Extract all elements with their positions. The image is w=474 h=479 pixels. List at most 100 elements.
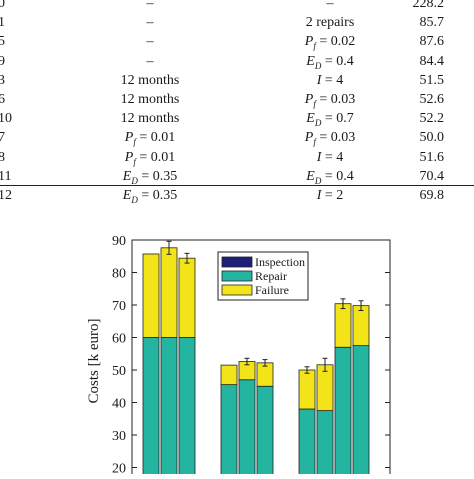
cost-value: 51.6 bbox=[419, 149, 445, 165]
table-row: 5 – Pf = 0.02 87.6 bbox=[0, 32, 474, 51]
y-tick-label: 50 bbox=[112, 364, 126, 379]
y-tick-label: 60 bbox=[112, 332, 126, 347]
table-row: 10 12 months ED = 0.7 52.2 bbox=[0, 109, 474, 128]
bar-segment-repair bbox=[334, 346, 352, 479]
cell-text: = 0.4 bbox=[321, 53, 354, 69]
table-bottom-rule bbox=[0, 185, 474, 186]
cell-text: = 0.4 bbox=[321, 168, 354, 184]
table-row: 6 12 months Pf = 0.03 52.6 bbox=[0, 90, 474, 109]
cost-value: 69.8 bbox=[419, 188, 445, 203]
results-table: 0 – – 228.2 1 – 2 repairs 85.7 5 – Pf = 0.02 87.6 9 –… bbox=[0, 0, 474, 205]
cell-text: = 0.7 bbox=[321, 111, 354, 127]
parameter-subscript: f bbox=[313, 137, 316, 148]
cost-bar-chart: 20 30 40 50 60 70 80 90 Costs [k euro] Inspectio… bbox=[86, 234, 391, 479]
cell-text: = 0.03 bbox=[315, 130, 356, 146]
repair-strategy-cell: ED = 0.7 bbox=[306, 109, 377, 133]
bar-segment-failure bbox=[220, 364, 238, 386]
y-axis-label: Costs [k euro] bbox=[86, 319, 102, 404]
repair-strategy-cell: Pf = 0.02 bbox=[305, 32, 380, 56]
repair-strategy-cell: Pf = 0.03 bbox=[305, 128, 380, 152]
cell-text: = 0.01 bbox=[135, 149, 176, 165]
row-id: 11 bbox=[0, 168, 12, 184]
bar-segment-failure bbox=[160, 247, 178, 338]
table-row: 7 Pf = 0.01 Pf = 0.03 50.0 bbox=[0, 128, 474, 147]
bar-segment-repair bbox=[256, 385, 274, 479]
y-tick-label: 20 bbox=[112, 462, 126, 475]
row-id: 3 bbox=[0, 72, 5, 88]
row-id: 10 bbox=[0, 111, 12, 127]
cost-value: 52.6 bbox=[419, 92, 445, 107]
parameter-symbol: P bbox=[124, 130, 134, 146]
bar-segment-repair bbox=[316, 410, 334, 479]
parameter-subscript: f bbox=[313, 41, 316, 52]
y-tick-label: 30 bbox=[112, 429, 126, 444]
parameter-symbol: I bbox=[316, 72, 322, 88]
table-row: 8 Pf = 0.01 I = 4 51.6 bbox=[0, 148, 474, 167]
parameter-symbol: P bbox=[304, 130, 314, 146]
cost-value: 85.7 bbox=[419, 15, 445, 31]
bar-segment-failure bbox=[142, 253, 160, 338]
cell-text: = 0.35 bbox=[137, 188, 178, 203]
parameter-subscript: D bbox=[314, 117, 322, 128]
cell-text: = 0.01 bbox=[135, 130, 176, 146]
repair-strategy-cell: – bbox=[326, 0, 337, 13]
row-id: 1 bbox=[0, 15, 5, 31]
legend-label-repair: Repair bbox=[255, 269, 287, 283]
legend-swatch-repair bbox=[221, 270, 253, 282]
table-row: 0 – – 228.2 bbox=[0, 0, 474, 13]
cell-text: 2 repairs bbox=[305, 15, 355, 31]
parameter-symbol: P bbox=[304, 34, 314, 50]
cost-chart: 20 30 40 50 60 70 80 90 Costs [k euro] Inspectio… bbox=[0, 190, 474, 479]
row-id: 6 bbox=[0, 92, 5, 107]
repair-strategy-cell: I = 4 bbox=[317, 71, 357, 90]
parameter-subscript: D bbox=[314, 175, 322, 186]
row-id: 8 bbox=[0, 149, 5, 165]
y-tick-label: 80 bbox=[112, 267, 126, 282]
bar-segment-repair bbox=[178, 337, 196, 479]
parameter-symbol: I bbox=[316, 149, 322, 165]
parameter-subscript: f bbox=[133, 156, 136, 167]
cost-value: 84.4 bbox=[419, 53, 445, 69]
cell-text: = 0.03 bbox=[315, 92, 356, 107]
cost-value: 51.5 bbox=[419, 72, 445, 88]
row-id: 7 bbox=[0, 130, 5, 146]
row-id: 9 bbox=[0, 53, 5, 69]
table-row: 3 12 months I = 4 51.5 bbox=[0, 71, 474, 90]
bar-segment-repair bbox=[238, 379, 256, 479]
cell-text: = 2 bbox=[321, 188, 344, 203]
row-id: 12 bbox=[0, 188, 12, 203]
y-tick-label: 70 bbox=[112, 299, 126, 314]
bar-segment-repair bbox=[220, 384, 238, 479]
repair-strategy-cell: 2 repairs bbox=[306, 13, 379, 32]
y-tick-label: 40 bbox=[112, 397, 126, 412]
bar-segment-failure bbox=[298, 369, 316, 410]
row-id: 0 bbox=[0, 0, 5, 11]
parameter-symbol: E bbox=[122, 188, 132, 203]
cell-text: = 0.35 bbox=[137, 168, 178, 184]
repair-strategy-cell: ED = 0.4 bbox=[306, 167, 377, 191]
parameter-symbol: E bbox=[306, 111, 315, 127]
table-row: 1 – 2 repairs 85.7 bbox=[0, 13, 474, 32]
cell-text: – bbox=[146, 34, 154, 50]
cell-text: 12 months bbox=[120, 72, 180, 88]
cell-text: – bbox=[146, 53, 154, 69]
row-id: 5 bbox=[0, 34, 5, 50]
parameter-symbol: E bbox=[306, 53, 315, 69]
cost-value: 228.2 bbox=[412, 0, 445, 11]
bar-segment-repair bbox=[352, 345, 370, 479]
cell-text: – bbox=[146, 0, 154, 11]
cell-text: – bbox=[326, 0, 334, 11]
cost-value: 52.2 bbox=[419, 111, 445, 127]
cost-value: 87.6 bbox=[419, 34, 445, 50]
parameter-subscript: D bbox=[314, 60, 322, 71]
parameter-symbol: E bbox=[306, 168, 315, 184]
parameter-subscript: f bbox=[313, 98, 316, 109]
table-row: 11 ED = 0.35 ED = 0.4 70.4 bbox=[0, 167, 474, 186]
repair-strategy-cell: I = 2 bbox=[317, 186, 357, 205]
bar-segment-repair bbox=[298, 408, 316, 479]
parameter-symbol: I bbox=[316, 188, 322, 203]
cell-text: = 0.02 bbox=[315, 34, 356, 50]
parameter-symbol: E bbox=[122, 168, 132, 184]
parameter-subscript: D bbox=[131, 175, 138, 186]
